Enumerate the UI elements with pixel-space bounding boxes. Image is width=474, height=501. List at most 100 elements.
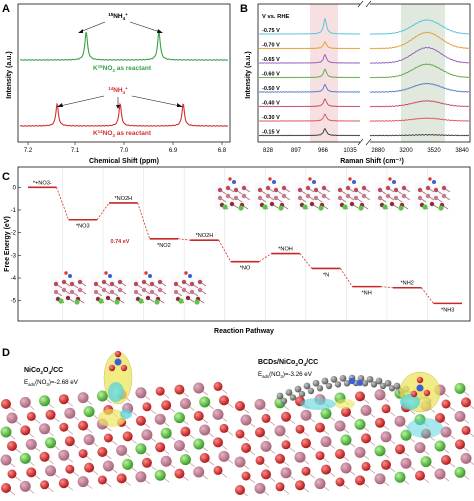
oxygen-atom <box>142 458 152 468</box>
cobalt-atom <box>193 383 204 394</box>
nickel-atom <box>155 470 166 481</box>
cobalt-atom <box>341 463 352 474</box>
nickel-atom <box>455 467 466 478</box>
oxygen-atom <box>235 401 245 411</box>
intermediate-label: *NO2H <box>196 233 214 239</box>
intermediate-label: *NO3 <box>76 224 90 230</box>
arrow-14n-left <box>60 96 104 106</box>
nickel-atom <box>193 439 204 450</box>
nickel-atom <box>135 443 146 454</box>
oxygen-atom <box>40 452 50 462</box>
panel-b-xtick: 897 <box>291 148 302 154</box>
cobalt-atom <box>395 416 406 427</box>
raman-potential-label: -0.65 V <box>262 57 280 63</box>
cobalt-atom <box>255 483 266 494</box>
nickel-atom <box>174 412 185 423</box>
adsorbate-structures-top <box>215 177 450 210</box>
oxygen-atom <box>381 460 391 470</box>
nickel-atom <box>39 395 50 406</box>
cobalt-atom <box>401 458 412 469</box>
spectrum-14n-trace <box>20 104 228 126</box>
panel-a-xtick: 7.0 <box>120 148 129 154</box>
carbon-dot-atom <box>326 383 332 389</box>
carbon-dot-atom <box>281 398 287 404</box>
carbon-dot-atom <box>308 388 314 394</box>
adsorbate-structure <box>51 271 86 304</box>
intermediate-label: *N <box>323 272 329 278</box>
oxygen-atom <box>219 395 229 405</box>
nitrate-nitrogen-atom <box>115 359 122 366</box>
cobalt-atom <box>381 431 392 442</box>
panel-b-xlabel: Raman Shift (cm⁻¹) <box>340 158 404 165</box>
oxygen-atom <box>220 424 229 433</box>
oxygen-atom <box>455 439 465 449</box>
panel-b-xtick: 828 <box>263 148 274 154</box>
nickel-atom <box>84 406 95 417</box>
nickel-atom <box>180 454 191 465</box>
cobalt-atom <box>7 413 18 424</box>
oxygen-atom <box>315 423 325 433</box>
oxygen-atom <box>98 476 107 485</box>
cobalt-atom <box>375 473 386 484</box>
raman-potential-label: -0.30 V <box>262 115 280 121</box>
oxygen-atom <box>302 467 311 476</box>
nickel-atom <box>122 459 133 470</box>
right-model-title: BCDs/NiCo2O4/CC <box>258 359 318 368</box>
cobalt-atom <box>375 389 386 400</box>
carbon-dot-atom <box>290 394 296 400</box>
cobalt-atom <box>174 440 185 451</box>
panel-a-xlabel: Chemical Shift (ppm) <box>89 158 159 165</box>
energy-gap-label: 0.74 eV <box>111 239 130 245</box>
cobalt-atom <box>78 476 89 487</box>
panel-a-xtick: 6.9 <box>169 148 178 154</box>
cobalt-atom <box>161 456 172 467</box>
oxygen-atom <box>255 427 265 437</box>
panel-c-ytick: -1 <box>11 208 17 214</box>
oxygen-atom <box>213 437 223 447</box>
nickel-atom <box>1 427 12 438</box>
panel-c-ylabel: Free Energy (eV) <box>4 216 11 272</box>
adsorbate-structures-bottom <box>51 271 206 304</box>
oxygen-atom <box>362 462 371 471</box>
oxygen-atom <box>84 463 94 473</box>
oxygen-atom <box>8 470 17 479</box>
cobalt-atom <box>315 478 326 489</box>
panel-b-ylabel: Intensity (a.u.) <box>245 51 252 98</box>
adsorbate-structure <box>335 177 370 210</box>
cobalt-atom <box>26 439 37 450</box>
cobalt-atom <box>78 392 89 403</box>
intermediate-label: *NH3 <box>441 307 454 313</box>
cobalt-atom <box>415 442 426 453</box>
cobalt-atom <box>193 467 204 478</box>
panel-a-xticks: 7.2 7.1 7.0 6.9 6.8 <box>24 142 227 154</box>
intermediate-label: *NO2H <box>115 196 133 202</box>
arrow-15n-left <box>80 22 105 32</box>
panel-c-xlabel: Reaction Pathway <box>214 328 274 335</box>
nickel-atom <box>395 472 406 483</box>
cobalt-atom <box>103 461 114 472</box>
panel-b-xtick: 3840 <box>455 148 469 154</box>
oxygen-atom <box>256 456 265 465</box>
cobalt-atom <box>1 455 12 466</box>
oxygen-atom <box>335 449 345 459</box>
oxygen-atom <box>40 480 49 489</box>
intermediate-label: *NOH <box>278 247 293 253</box>
cobalt-atom <box>155 414 166 425</box>
adsorbate-structure <box>375 177 410 210</box>
cobalt-atom <box>301 410 312 421</box>
arrow-15n-right <box>130 22 160 32</box>
cobalt-atom <box>39 423 50 434</box>
adsorbate-structure <box>215 177 250 210</box>
oxygen-atom <box>301 438 311 448</box>
raman-potential-label: -0.70 V <box>262 43 280 49</box>
adsorbate-structure <box>295 177 330 210</box>
raman-potential-labels: -0.75 V-0.70 V-0.65 V-0.60 V-0.50 V-0.40… <box>262 28 280 136</box>
oxygen-atom <box>296 425 305 434</box>
oxygen-atom <box>117 473 127 483</box>
oxygen-atom <box>180 427 190 437</box>
nickel-atom <box>341 435 352 446</box>
cobalt-atom <box>275 425 286 436</box>
oxygen-atom <box>235 485 245 495</box>
nickel-atom <box>455 383 466 394</box>
cobalt-atom <box>335 421 346 432</box>
